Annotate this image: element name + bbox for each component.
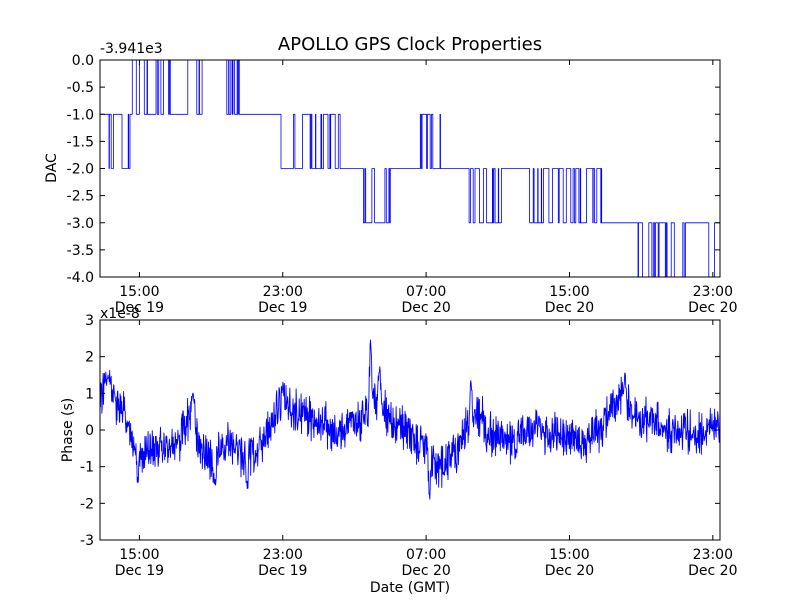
bottom-y-tick-label: -2 [80,496,94,512]
bottom-x-tick-date-label: Dec 19 [115,563,164,579]
top-y-axis-label: DAC [44,153,60,183]
bottom-y-tick-label: 3 [85,313,94,329]
top-x-tick-date-label: Dec 20 [545,300,594,316]
top-y-tick-label: -4.0 [67,270,94,286]
top-y-tick-label: -2.0 [67,162,94,178]
top-y-tick-label: -3.0 [67,216,94,232]
top-x-tick-date-label: Dec 19 [258,300,307,316]
top-x-tick-date-label: Dec 20 [688,300,737,316]
top-y-tick-label: -0.5 [67,80,94,96]
bottom-y-tick-label: -1 [80,460,94,476]
top-x-tick-date-label: Dec 19 [115,300,164,316]
bottom-axis-offset-label: x1e-8 [100,306,140,322]
top-dac-plot: 0.0 -0.5 -1.0 -1.5 -2.0 -2.5 -3.0 -3.5 -4.0 15:00… [67,53,738,316]
bottom-y-tick-label: 0 [85,423,94,439]
top-y-tick-label: -1.0 [67,107,94,123]
top-y-tick-label: -2.5 [67,189,94,205]
bottom-x-tick-date-label: Dec 19 [258,563,307,579]
bottom-x-tick-time-label: 15:00 [119,547,159,563]
bottom-x-tick-date-label: Dec 20 [545,563,594,579]
bottom-x-tick-date-label: Dec 20 [401,563,450,579]
chart-title: APOLLO GPS Clock Properties [278,34,542,55]
bottom-y-tick-label: 1 [85,386,94,402]
bottom-x-tick-time-label: 23:00 [693,547,733,563]
bottom-x-tick-date-label: Dec 20 [688,563,737,579]
bottom-series-line [99,339,721,500]
bottom-x-tick-time-label: 23:00 [263,547,303,563]
top-y-tick-label: -3.5 [67,243,94,259]
top-x-tick-time-label: 23:00 [693,284,733,300]
top-x-tick-time-label: 15:00 [119,284,159,300]
bottom-x-axis-label: Date (GMT) [370,580,450,596]
top-x-tick-time-label: 15:00 [549,284,589,300]
bottom-x-tick-time-label: 07:00 [406,547,446,563]
top-y-tick-label: 0.0 [72,53,94,69]
top-axis-offset-label: -3.941e3 [100,41,163,57]
bottom-y-tick-label: 2 [85,350,94,366]
top-series-line [100,59,720,278]
top-x-tick-date-label: Dec 20 [401,300,450,316]
top-x-tick-time-label: 07:00 [406,284,446,300]
top-y-tick-label: -1.5 [67,134,94,150]
bottom-y-tick-label: -3 [80,533,94,549]
bottom-x-tick-time-label: 15:00 [549,547,589,563]
bottom-y-axis-label: Phase (s) [60,398,76,462]
top-x-tick-time-label: 23:00 [263,284,303,300]
